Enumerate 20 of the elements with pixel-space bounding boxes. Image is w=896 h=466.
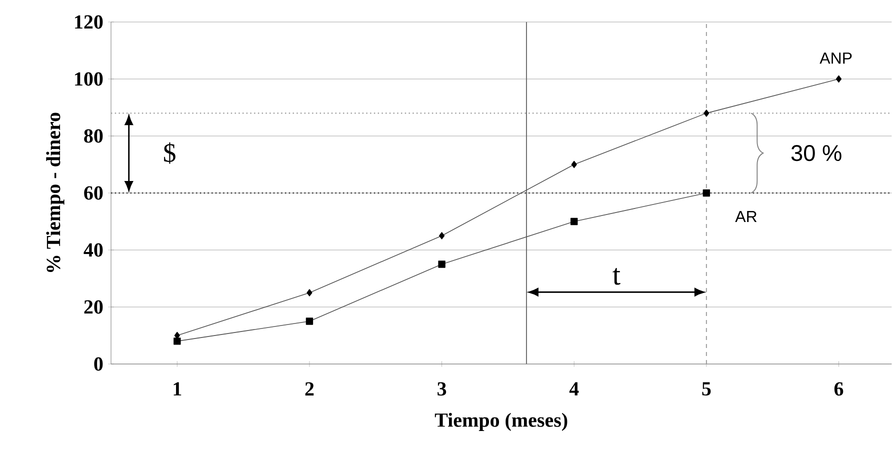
annotation: 30 % bbox=[791, 145, 842, 162]
y-tick-label: 80 bbox=[84, 129, 103, 143]
series-label: AR bbox=[735, 211, 757, 222]
x-tick-label: 5 bbox=[702, 382, 711, 396]
annotation: t bbox=[612, 268, 620, 285]
y-tick-label: 20 bbox=[84, 300, 103, 314]
x-tick-label: 4 bbox=[569, 382, 579, 396]
y-tick-label: 100 bbox=[75, 72, 103, 86]
x-tick-label: 6 bbox=[834, 382, 844, 396]
x-tick-label: 3 bbox=[438, 382, 446, 396]
x-axis-title: Tiempo (meses) bbox=[434, 412, 568, 431]
y-tick-label: 0 bbox=[94, 357, 103, 371]
series-label: ANP bbox=[820, 52, 852, 64]
annotation: $ bbox=[164, 142, 176, 164]
y-tick-label: 60 bbox=[84, 186, 103, 200]
x-tick-label: 1 bbox=[174, 382, 182, 396]
y-axis-title: % Tiempo - dinero bbox=[46, 112, 64, 272]
y-tick-label: 40 bbox=[84, 243, 103, 257]
y-tick-label: 120 bbox=[75, 15, 103, 29]
x-tick-label: 2 bbox=[305, 382, 314, 396]
